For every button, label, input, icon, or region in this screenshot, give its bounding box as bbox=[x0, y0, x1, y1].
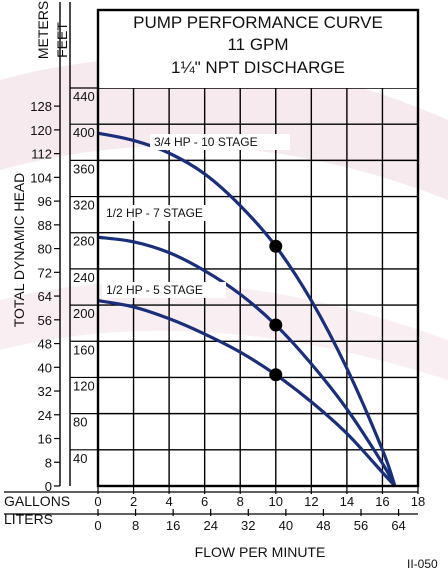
liters-tick-label: 0 bbox=[94, 518, 101, 533]
curve-label: 1/2 HP - 5 STAGE bbox=[106, 283, 203, 297]
meters-tick-label: 56 bbox=[38, 313, 52, 328]
chart-title-box: PUMP PERFORMANCE CURVE 11 GPM 1¼" NPT DI… bbox=[98, 10, 418, 88]
meters-tick-label: 72 bbox=[38, 265, 52, 280]
y-axis-title: TOTAL DYNAMIC HEAD bbox=[11, 173, 27, 328]
curve-line bbox=[97, 235, 397, 487]
curve-label: 1/2 HP - 7 STAGE bbox=[106, 206, 203, 220]
operating-point-marker bbox=[269, 368, 283, 382]
plot-frame bbox=[96, 8, 420, 488]
meters-tick-label: 64 bbox=[38, 289, 52, 304]
feet-tick-label: 320 bbox=[73, 198, 95, 213]
feet-unit-label: FEET bbox=[54, 22, 70, 58]
plot-border bbox=[96, 8, 420, 488]
markers-group bbox=[269, 239, 283, 382]
liters-tick-label: 64 bbox=[391, 518, 405, 533]
watermark-shape bbox=[0, 57, 448, 200]
y-axis-meters: 0 8 16 24 32 40 48 56 64 72 80 88 96 104 112 120 128 bbox=[30, 2, 61, 494]
curve-label-bg bbox=[102, 205, 226, 221]
feet-tick-label: 400 bbox=[73, 125, 95, 140]
y-axis-feet: 40 80 120 160 200 240 280 320 360 400 440 bbox=[69, 2, 98, 486]
feet-tick-label: 240 bbox=[73, 270, 95, 285]
meters-tick-label: 128 bbox=[30, 99, 52, 114]
meters-unit-label: METERS bbox=[35, 1, 51, 59]
meters-tick-label: 112 bbox=[31, 147, 52, 162]
liters-tick-label: 8 bbox=[132, 518, 139, 533]
gallons-tick-label: 14 bbox=[340, 494, 354, 509]
meters-tick-label: 48 bbox=[38, 337, 52, 352]
meters-tick-label: 0 bbox=[45, 479, 52, 494]
feet-tick-label: 40 bbox=[73, 451, 87, 466]
liters-tick-label: 56 bbox=[354, 518, 368, 533]
liters-tick-label: 24 bbox=[203, 518, 217, 533]
gallons-tick-label: 0 bbox=[94, 494, 101, 509]
gallons-tick-label: 10 bbox=[269, 494, 283, 509]
meters-tick-label: 8 bbox=[45, 455, 52, 470]
gallons-tick-label: 4 bbox=[165, 494, 172, 509]
curve-label-bg bbox=[102, 282, 226, 298]
chart-grid bbox=[98, 87, 418, 486]
background-watermark bbox=[0, 57, 448, 380]
figure-code: II-050 bbox=[407, 557, 438, 569]
title-line-3: 1¼" NPT DISCHARGE bbox=[171, 58, 345, 77]
operating-point-marker bbox=[269, 318, 283, 332]
x-axis-title: FLOW PER MINUTE bbox=[195, 544, 326, 560]
meters-tick-label: 40 bbox=[38, 360, 52, 375]
gallons-tick-label: 8 bbox=[237, 494, 244, 509]
watermark-shape bbox=[0, 282, 448, 380]
title-line-1: PUMP PERFORMANCE CURVE bbox=[133, 13, 383, 32]
gallons-tick-label: 16 bbox=[375, 494, 389, 509]
meters-tick-label: 16 bbox=[38, 432, 52, 447]
curve-line bbox=[97, 298, 397, 488]
feet-tick-label: 120 bbox=[73, 378, 95, 393]
feet-tick-label: 160 bbox=[73, 342, 95, 357]
x-axis-gallons: 0 2 4 6 8 10 12 14 16 18 bbox=[4, 486, 425, 509]
meters-tick-label: 96 bbox=[38, 194, 52, 209]
feet-tick-label: 80 bbox=[73, 415, 87, 430]
gallons-tick-label: 12 bbox=[304, 494, 318, 509]
meters-tick-label: 24 bbox=[38, 408, 52, 423]
curve-label: 3/4 HP - 10 STAGE bbox=[154, 135, 258, 149]
liters-tick-label: 32 bbox=[241, 518, 255, 533]
meters-tick-label: 88 bbox=[38, 218, 52, 233]
gallons-unit-label: GALLONS bbox=[4, 493, 70, 509]
x-axis-liters: 0 8 16 24 32 40 48 56 64 bbox=[4, 509, 418, 533]
meters-tick-label: 80 bbox=[38, 242, 52, 257]
feet-tick-label: 280 bbox=[73, 234, 95, 249]
meters-tick-label: 120 bbox=[30, 123, 52, 138]
meters-tick-label: 104 bbox=[30, 170, 52, 185]
meters-tick-label: 32 bbox=[38, 384, 52, 399]
curve-labels-group: 3/4 HP - 10 STAGE 1/2 HP - 7 STAGE 1/2 HP … bbox=[102, 134, 290, 298]
feet-tick-label: 440 bbox=[73, 89, 95, 104]
gallons-tick-label: 2 bbox=[130, 494, 137, 509]
gallons-tick-label: 6 bbox=[201, 494, 208, 509]
liters-tick-label: 40 bbox=[279, 518, 293, 533]
liters-tick-label: 48 bbox=[316, 518, 330, 533]
gallons-tick-label: 18 bbox=[411, 494, 425, 509]
feet-tick-label: 200 bbox=[73, 306, 95, 321]
curve-label-bg bbox=[150, 134, 290, 150]
liters-tick-label: 16 bbox=[166, 518, 180, 533]
operating-point-marker bbox=[269, 239, 283, 253]
title-line-2: 11 GPM bbox=[227, 35, 288, 54]
feet-tick-label: 360 bbox=[73, 161, 95, 176]
liters-unit-label: LITERS bbox=[4, 511, 53, 527]
